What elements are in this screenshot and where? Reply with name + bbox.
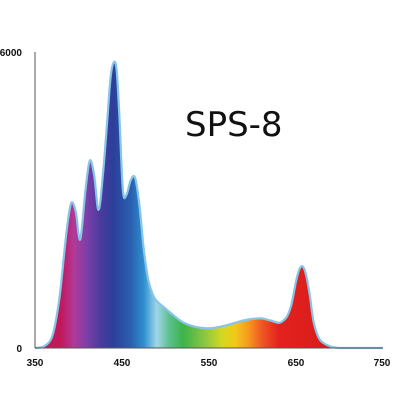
tick-labels: 350 450 550 650 750 0 6000 xyxy=(0,48,391,369)
axes xyxy=(34,52,383,349)
x-tick-label: 550 xyxy=(201,358,218,369)
y-tick-label: 0 xyxy=(16,344,22,355)
x-tick-label: 650 xyxy=(288,358,305,369)
x-tick-label: 750 xyxy=(374,358,391,369)
spectrum-line xyxy=(34,60,383,350)
x-tick-label: 350 xyxy=(27,358,44,369)
y-tick-label: 6000 xyxy=(0,48,22,59)
plot-area xyxy=(34,60,383,350)
x-tick-label: 450 xyxy=(114,358,131,369)
spectrum-area xyxy=(35,61,383,349)
chart-title: SPS-8 xyxy=(185,105,283,145)
